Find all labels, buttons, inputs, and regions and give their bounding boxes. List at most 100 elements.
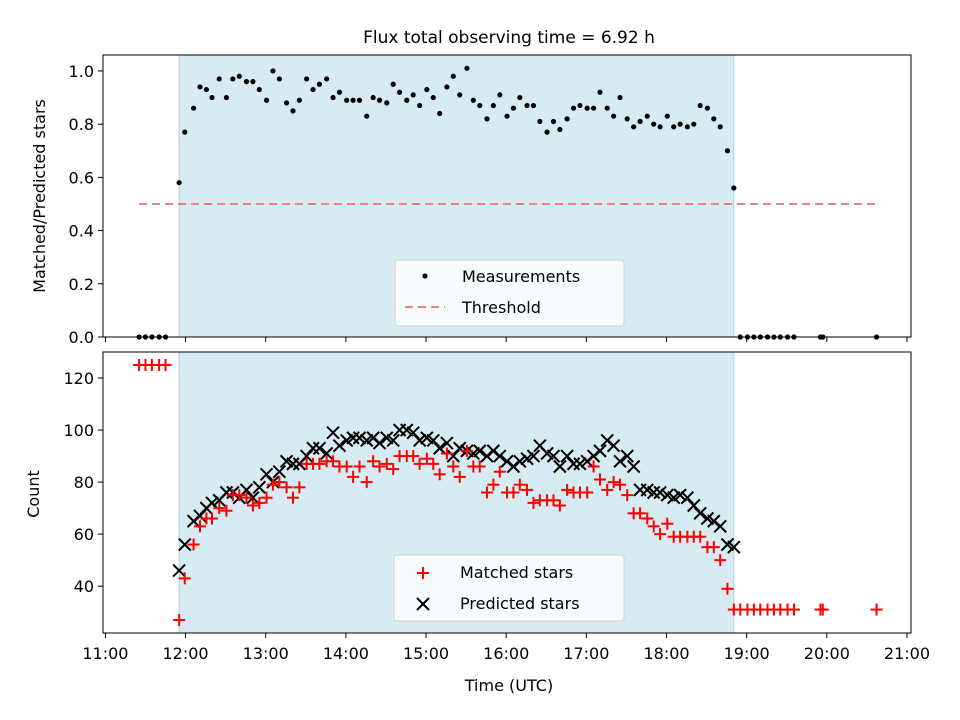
matched-star-point <box>593 473 606 486</box>
matched-star-point <box>380 457 393 470</box>
measurement-points <box>136 65 880 340</box>
matched-star-point <box>387 463 400 476</box>
measurement-point <box>437 110 443 117</box>
measurement-point <box>731 185 737 191</box>
measurement-point <box>182 129 188 135</box>
bottom-y-ticks: 40 60 80 100 120 <box>63 369 103 596</box>
bottom-legend-box <box>393 554 625 622</box>
measurement-point <box>644 113 650 119</box>
predicted-star-point <box>440 436 454 450</box>
matched-star-point <box>601 483 614 496</box>
matched-star-point <box>273 476 286 489</box>
matched-star-point <box>407 450 420 463</box>
top-legend-box <box>394 259 625 327</box>
matched-star-point <box>614 478 627 491</box>
matched-star-point <box>233 489 246 502</box>
measurement-point <box>410 92 416 98</box>
top-x-ticks <box>104 337 908 342</box>
bottom-x-ticks: 11:00 12:00 13:00 14:00 15:00 16:00 17:00 18:00… <box>82 633 930 663</box>
predicted-star-point <box>573 457 587 471</box>
top-legend: Measurements Threshold <box>394 259 625 327</box>
measurement-point <box>631 124 637 130</box>
measurement-point <box>604 105 610 111</box>
measurement-point <box>470 97 476 103</box>
matched-star-point <box>561 483 574 496</box>
matched-star-point <box>694 530 707 543</box>
measurement-point <box>417 102 423 109</box>
measurement-point <box>356 97 363 103</box>
measurement-point <box>250 79 256 85</box>
measurement-point <box>370 94 376 101</box>
x-tick-label: 16:00 <box>483 644 529 663</box>
measurement-point <box>584 105 590 111</box>
matched-star-point <box>193 520 206 533</box>
matched-star-point <box>816 603 829 616</box>
matched-star-point <box>527 496 540 509</box>
legend-predicted-marker <box>416 597 430 611</box>
matched-star-point <box>870 603 883 616</box>
measurement-point <box>310 86 316 93</box>
matched-star-point <box>521 483 534 496</box>
measurement-point <box>256 86 262 93</box>
predicted-star-point <box>326 425 340 440</box>
measurement-point <box>424 86 430 93</box>
measurement-point <box>564 116 570 122</box>
bottom-axes-frame <box>102 351 912 634</box>
measurement-point <box>664 113 670 119</box>
matched-star-point <box>367 455 380 468</box>
predicted-star-point <box>272 464 287 479</box>
matched-star-point <box>213 502 226 515</box>
matched-star-point <box>266 478 279 491</box>
y-tick-label: 40 <box>74 577 94 596</box>
predicted-star-point <box>646 485 661 500</box>
matched-star-point <box>621 489 634 502</box>
predicted-star-point <box>178 537 192 552</box>
measurement-point <box>724 148 731 154</box>
measurement-point <box>504 113 510 119</box>
measurement-point <box>444 84 450 90</box>
matched-star-point <box>360 476 373 489</box>
measurement-point <box>704 105 710 111</box>
predicted-star-point <box>473 444 487 458</box>
measurement-point <box>276 76 282 82</box>
measurement-point <box>524 102 530 109</box>
predicted-star-point <box>626 459 641 474</box>
y-tick-label: 1.0 <box>69 62 94 81</box>
top-y-label: Matched/Predicted stars <box>30 99 49 293</box>
matched-star-point <box>253 496 266 509</box>
measurement-point <box>176 180 182 186</box>
predicted-star-point <box>566 457 581 471</box>
y-tick-label: 0.8 <box>69 115 94 134</box>
measurement-point <box>557 126 563 133</box>
matched-star-point <box>787 603 800 616</box>
predicted-star-point <box>306 441 320 455</box>
predicted-star-point <box>553 459 567 474</box>
measurement-point <box>324 76 330 82</box>
predicted-star-point <box>673 488 687 502</box>
measurement-point <box>517 94 523 101</box>
predicted-star-point <box>372 436 387 450</box>
measurement-point <box>430 94 436 101</box>
matched-star-point <box>280 481 293 494</box>
legend-threshold-label: Threshold <box>461 298 541 317</box>
measurement-point <box>651 121 657 127</box>
bottom-y-label: Count <box>24 470 43 518</box>
predicted-star-point <box>246 490 260 505</box>
legend-measurements-marker <box>422 273 428 279</box>
legend-measurements-label: Measurements <box>462 267 580 286</box>
matched-star-point <box>353 460 366 473</box>
legend-predicted-label: Predicted stars <box>460 594 580 613</box>
y-tick-label: 120 <box>63 369 94 388</box>
predicted-star-point <box>219 485 234 500</box>
measurement-point <box>336 89 343 95</box>
measurement-point <box>677 121 683 127</box>
measurement-point <box>537 118 543 125</box>
matched-star-point <box>607 476 620 489</box>
predicted-star-point <box>205 496 219 510</box>
measurement-point <box>223 94 230 101</box>
measurement-point <box>450 73 456 79</box>
x-tick-label: 14:00 <box>323 644 369 663</box>
predicted-star-point <box>172 563 186 578</box>
measurement-point <box>216 76 222 82</box>
matched-star-point <box>453 470 466 483</box>
